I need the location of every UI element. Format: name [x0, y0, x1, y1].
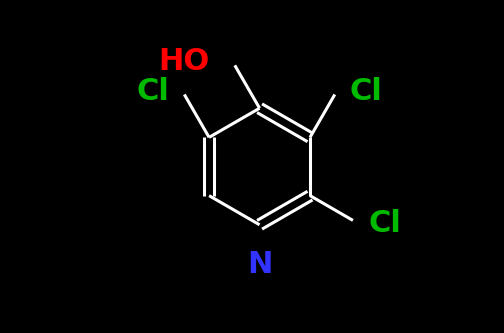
Text: N: N [247, 250, 272, 279]
Text: HO: HO [158, 48, 210, 77]
Text: Cl: Cl [368, 209, 401, 238]
Text: Cl: Cl [350, 77, 383, 106]
Text: Cl: Cl [136, 77, 169, 106]
